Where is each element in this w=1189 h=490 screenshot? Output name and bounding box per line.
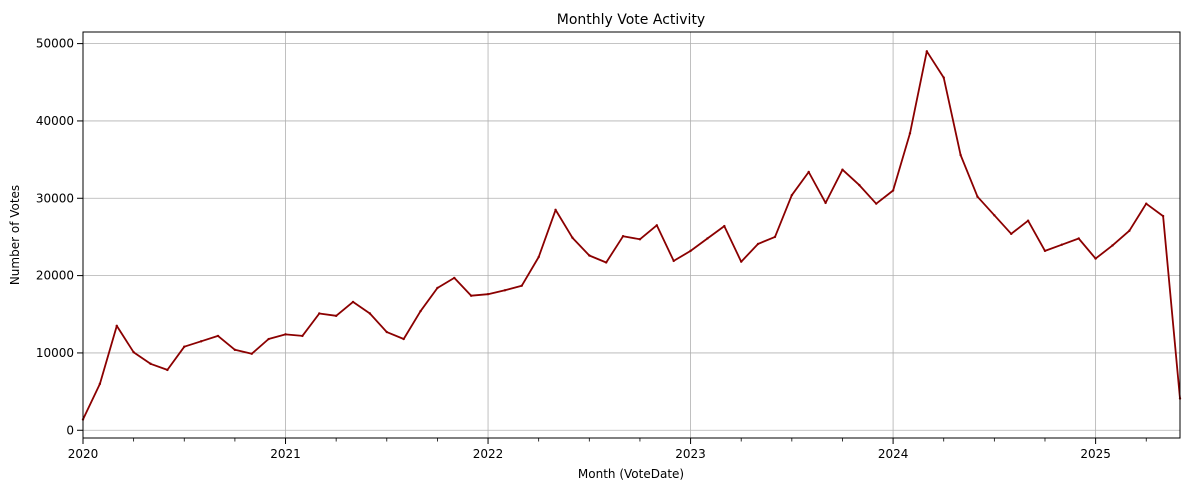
data-point (723, 224, 726, 228)
data-point (790, 193, 794, 197)
data-point (604, 261, 608, 264)
data-point (908, 132, 912, 135)
y-tick-label: 30000 (36, 191, 74, 205)
y-tick-label: 50000 (36, 37, 74, 51)
data-point (1060, 243, 1064, 246)
data-point (385, 330, 388, 334)
data-point (993, 214, 996, 217)
data-point (1010, 232, 1013, 236)
data-point (334, 314, 338, 318)
data-point (1026, 219, 1030, 222)
data-point (419, 309, 422, 313)
data-point (132, 350, 135, 354)
data-point (621, 234, 625, 238)
data-point (672, 259, 675, 263)
data-point (301, 334, 304, 338)
x-axis: 2020 2021 2022 2023 2024 2025 (68, 438, 1147, 461)
grid-lines (83, 32, 1180, 438)
data-point (115, 324, 118, 328)
data-point (469, 294, 473, 297)
data-point (98, 382, 102, 386)
data-point (1077, 237, 1080, 240)
data-point (588, 254, 591, 257)
data-point (166, 368, 169, 372)
data-point (520, 284, 523, 287)
data-point (216, 334, 220, 338)
x-tick-label: 2024 (878, 447, 909, 461)
data-point (959, 153, 962, 157)
data-point (486, 292, 490, 296)
data-point (233, 348, 237, 352)
data-point (318, 312, 321, 315)
data-point (284, 333, 287, 336)
data-point (807, 170, 810, 174)
x-tick-label: 2025 (1080, 447, 1111, 461)
data-point (1094, 257, 1097, 260)
data-point (942, 76, 945, 79)
chart-title: Monthly Vote Activity (557, 12, 705, 28)
y-tick-label: 0 (66, 423, 74, 437)
data-point (537, 255, 540, 259)
data-point (756, 242, 760, 246)
data-point (875, 202, 878, 205)
data-point (351, 300, 355, 304)
data-point (655, 224, 659, 227)
data-point (149, 362, 152, 365)
data-point (368, 312, 372, 315)
data-point (1111, 244, 1114, 247)
data-point (740, 260, 743, 263)
data-point (1161, 214, 1165, 218)
data-point (436, 286, 439, 290)
data-point (824, 201, 827, 205)
x-tick-label: 2021 (270, 447, 301, 461)
data-point (773, 235, 777, 239)
data-point (453, 276, 456, 280)
data-point (267, 337, 270, 341)
data-point (841, 168, 844, 171)
data-point (689, 249, 692, 253)
data-point (199, 340, 203, 343)
data-point (706, 237, 709, 240)
data-point (554, 208, 557, 212)
y-tick-label: 10000 (36, 346, 74, 360)
x-tick-label: 2020 (68, 447, 99, 461)
data-point (183, 345, 186, 348)
series-layer (81, 50, 1182, 421)
data-point (891, 189, 895, 192)
data-point (503, 289, 507, 292)
series-line-0 (82, 50, 1181, 420)
x-tick-label: 2023 (675, 447, 706, 461)
y-tick-label: 20000 (36, 269, 74, 283)
x-axis-title: Month (VoteDate) (578, 467, 684, 481)
y-axis: 0 10000 20000 30000 40000 50000 (36, 37, 83, 437)
plot-frame (82, 31, 1181, 439)
y-axis-title: Number of Votes (8, 185, 22, 285)
data-point (858, 183, 861, 187)
data-point (925, 50, 929, 53)
data-point (402, 337, 405, 341)
data-point (638, 238, 642, 241)
data-point (1145, 202, 1148, 205)
data-point (571, 236, 574, 239)
x-tick-label: 2022 (473, 447, 504, 461)
data-point (1043, 249, 1047, 253)
data-point (976, 195, 979, 198)
data-point (250, 352, 253, 355)
y-tick-label: 40000 (36, 114, 74, 128)
data-point (1128, 229, 1131, 232)
